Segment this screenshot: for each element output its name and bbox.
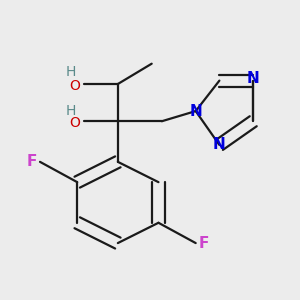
Text: F: F xyxy=(26,154,37,169)
Text: N: N xyxy=(213,137,226,152)
Text: O: O xyxy=(70,116,81,130)
Text: H: H xyxy=(65,65,76,79)
Text: N: N xyxy=(247,71,260,86)
Text: F: F xyxy=(199,236,209,250)
Text: N: N xyxy=(189,103,202,118)
Text: O: O xyxy=(70,79,81,93)
Text: H: H xyxy=(65,104,76,118)
